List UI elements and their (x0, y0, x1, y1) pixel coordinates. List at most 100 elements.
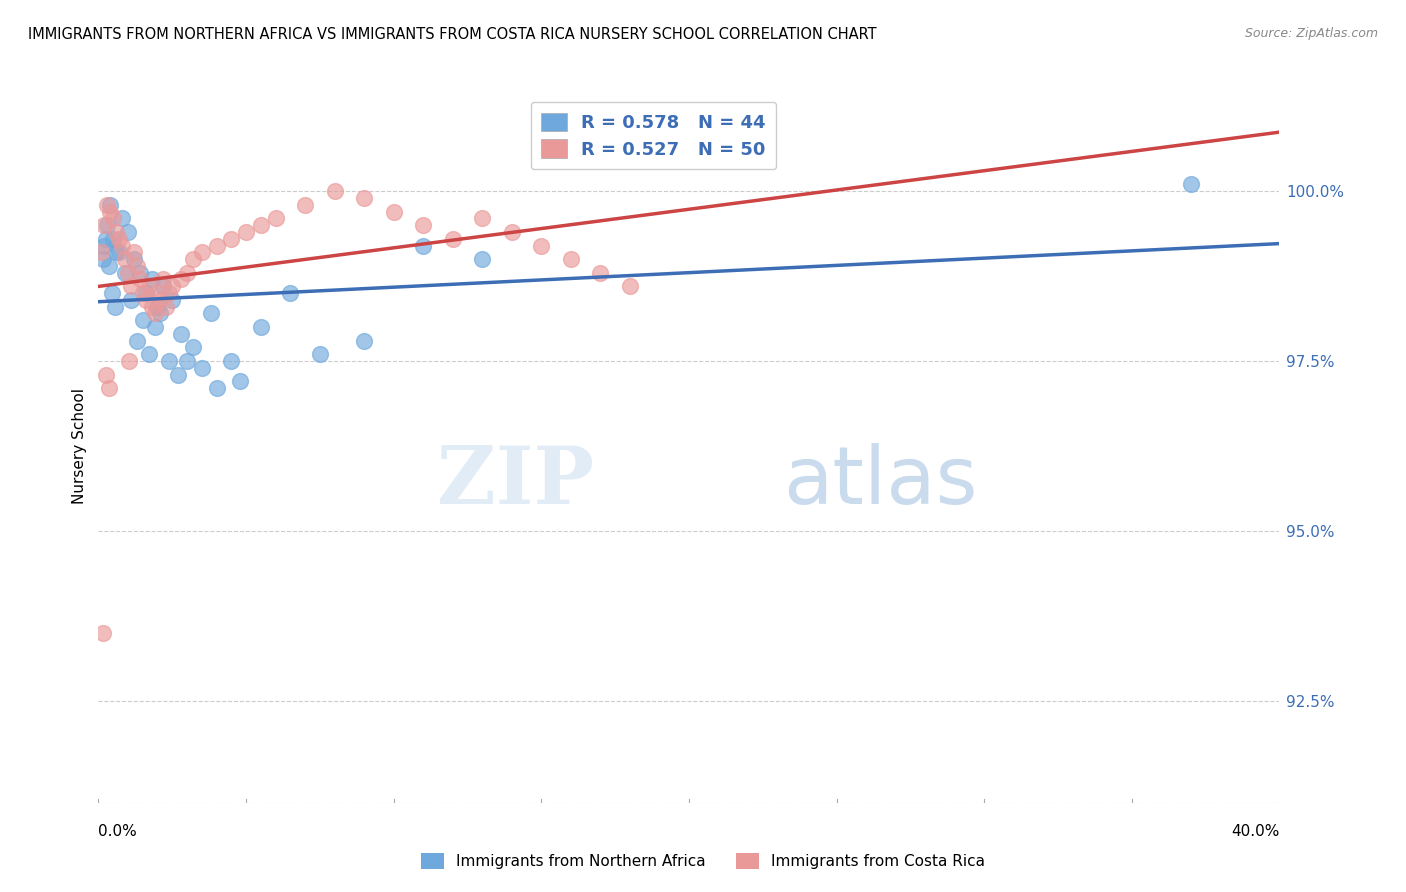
Point (91, 626, 114, 640)
Point (120, 293, 142, 307)
Point (94, 368, 117, 382)
Point (205, 381, 228, 395)
Point (157, 286, 180, 301)
Point (176, 266, 198, 280)
Point (181, 341, 204, 355)
Legend: Immigrants from Northern Africa, Immigrants from Costa Rica: Immigrants from Northern Africa, Immigra… (415, 847, 991, 875)
Point (250, 320, 273, 334)
Point (103, 232, 125, 246)
Point (114, 252, 136, 266)
Point (146, 300, 169, 314)
Point (619, 279, 641, 293)
Point (471, 252, 494, 266)
Point (162, 279, 183, 293)
Point (100, 286, 122, 301)
Point (94, 232, 117, 246)
Point (138, 279, 160, 293)
Point (162, 293, 183, 307)
Point (191, 360, 214, 375)
Point (138, 347, 160, 361)
Point (294, 198, 316, 212)
Point (122, 245, 145, 260)
Text: 0.0%: 0.0% (98, 824, 138, 839)
Point (91, 252, 114, 266)
Point (157, 354, 180, 368)
Point (143, 320, 166, 334)
Point (120, 279, 142, 293)
Point (114, 266, 136, 280)
Point (111, 238, 134, 252)
Point (135, 286, 157, 301)
Point (96, 218, 118, 232)
Point (117, 225, 139, 239)
Point (111, 211, 134, 226)
Point (412, 238, 434, 252)
Point (128, 272, 150, 286)
Point (176, 354, 198, 368)
Point (235, 225, 257, 239)
Point (200, 306, 222, 320)
Point (118, 354, 141, 368)
Point (471, 211, 494, 226)
Point (105, 245, 128, 260)
Point (141, 272, 163, 286)
Point (441, 232, 464, 246)
Text: ZIP: ZIP (437, 442, 595, 521)
Y-axis label: Nursery School: Nursery School (72, 388, 87, 504)
Text: 40.0%: 40.0% (1232, 824, 1279, 839)
Point (146, 286, 169, 301)
Point (205, 238, 228, 252)
Point (250, 218, 273, 232)
Point (108, 245, 131, 260)
Point (103, 211, 125, 226)
Point (264, 211, 287, 226)
Point (323, 184, 346, 198)
Point (353, 334, 375, 348)
Point (108, 232, 131, 246)
Point (132, 313, 155, 327)
Point (132, 286, 155, 301)
Point (125, 334, 148, 348)
Point (149, 306, 172, 320)
Point (117, 266, 139, 280)
Point (122, 252, 145, 266)
Text: Source: ZipAtlas.com: Source: ZipAtlas.com (1244, 27, 1378, 40)
Point (135, 293, 157, 307)
Point (105, 225, 128, 239)
Text: atlas: atlas (783, 442, 977, 521)
Point (167, 368, 190, 382)
Point (530, 238, 553, 252)
Point (155, 300, 177, 314)
Point (96, 198, 118, 212)
Point (181, 252, 204, 266)
Point (125, 259, 148, 273)
Point (98, 198, 121, 212)
Point (221, 232, 243, 246)
Legend: R = 0.578   N = 44, R = 0.527   N = 50: R = 0.578 N = 44, R = 0.527 N = 50 (530, 102, 776, 169)
Point (97, 381, 120, 395)
Point (589, 266, 612, 280)
Point (170, 272, 193, 286)
Point (382, 204, 405, 219)
Point (170, 326, 193, 341)
Point (93, 238, 115, 252)
Point (152, 279, 174, 293)
Point (143, 306, 166, 320)
Point (221, 354, 243, 368)
Point (229, 375, 252, 389)
Point (93, 218, 115, 232)
Point (152, 272, 174, 286)
Point (98, 204, 121, 219)
Point (149, 293, 172, 307)
Point (90, 245, 112, 260)
Point (353, 191, 375, 205)
Point (97, 259, 120, 273)
Point (104, 300, 127, 314)
Point (501, 225, 523, 239)
Point (309, 347, 332, 361)
Text: IMMIGRANTS FROM NORTHERN AFRICA VS IMMIGRANTS FROM COSTA RICA NURSERY SCHOOL COR: IMMIGRANTS FROM NORTHERN AFRICA VS IMMIG… (28, 27, 877, 42)
Point (412, 218, 434, 232)
Point (1180, 178, 1202, 192)
Point (141, 300, 163, 314)
Point (278, 286, 302, 301)
